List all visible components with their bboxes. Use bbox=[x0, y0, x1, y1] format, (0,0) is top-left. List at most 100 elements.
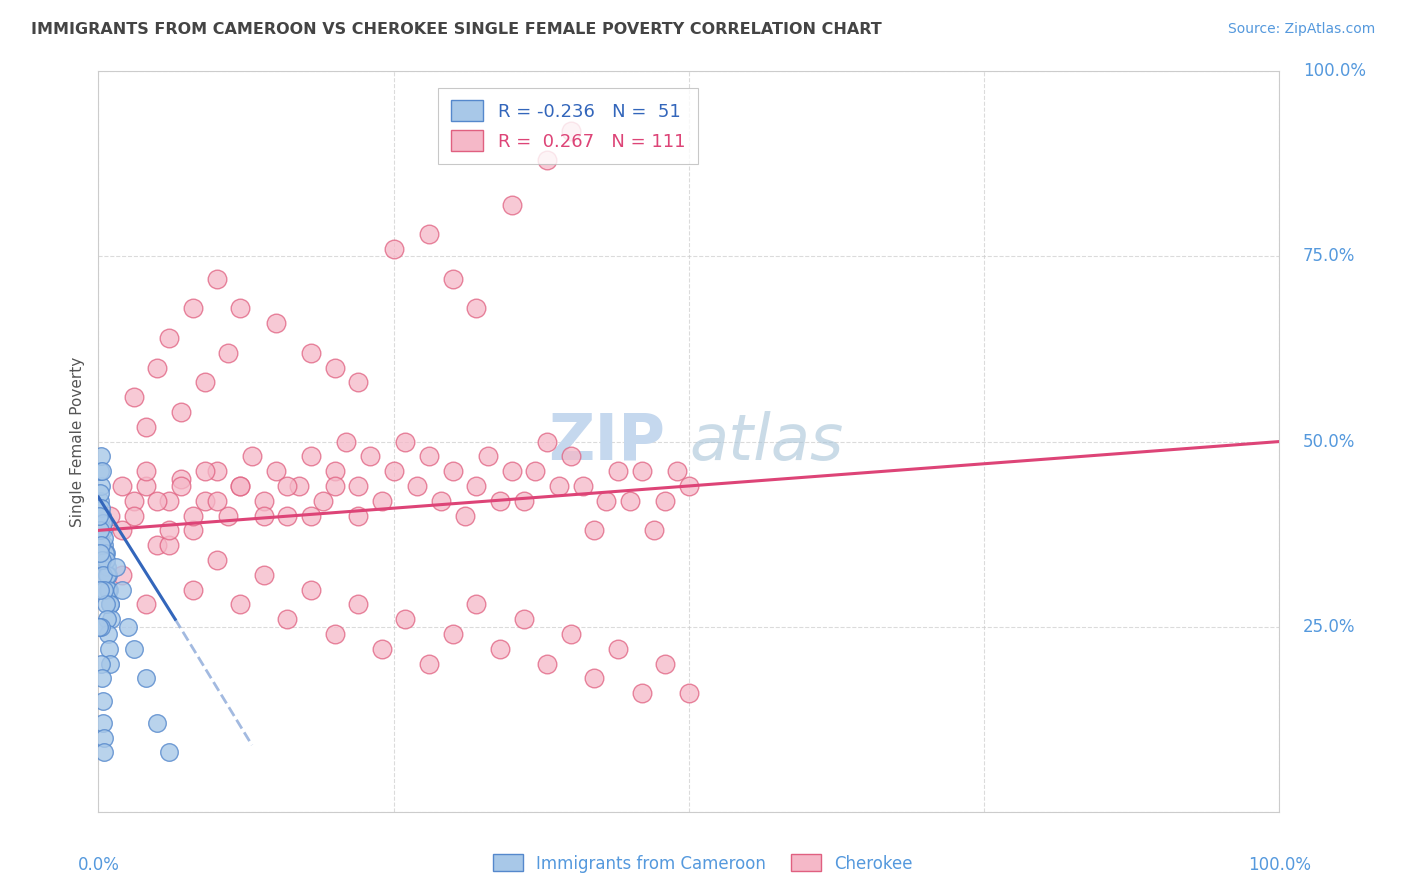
Point bbox=[89, 546, 111, 560]
Text: 50.0%: 50.0% bbox=[1303, 433, 1355, 450]
Point bbox=[394, 612, 416, 626]
Point bbox=[299, 582, 322, 597]
Text: IMMIGRANTS FROM CAMEROON VS CHEROKEE SINGLE FEMALE POVERTY CORRELATION CHART: IMMIGRANTS FROM CAMEROON VS CHEROKEE SIN… bbox=[31, 22, 882, 37]
Point bbox=[90, 619, 112, 633]
Point bbox=[181, 508, 204, 523]
Point bbox=[536, 657, 558, 671]
Point bbox=[89, 524, 111, 538]
Point bbox=[240, 450, 263, 464]
Point bbox=[253, 508, 276, 523]
Point bbox=[489, 641, 512, 656]
Point bbox=[441, 271, 464, 285]
Point bbox=[135, 598, 157, 612]
Point bbox=[548, 479, 571, 493]
Point bbox=[678, 686, 700, 700]
Point bbox=[111, 567, 134, 582]
Point bbox=[157, 493, 180, 508]
Point bbox=[394, 434, 416, 449]
Point bbox=[91, 567, 114, 582]
Point bbox=[194, 464, 217, 478]
Point bbox=[181, 301, 204, 316]
Point bbox=[489, 493, 512, 508]
Point bbox=[441, 464, 464, 478]
Point bbox=[607, 464, 630, 478]
Point bbox=[630, 464, 652, 478]
Point bbox=[111, 479, 134, 493]
Point bbox=[135, 464, 157, 478]
Point bbox=[418, 227, 440, 242]
Point bbox=[117, 619, 139, 633]
Point bbox=[583, 672, 606, 686]
Point bbox=[146, 493, 169, 508]
Point bbox=[94, 546, 117, 560]
Point bbox=[560, 123, 582, 137]
Point bbox=[571, 479, 593, 493]
Point bbox=[276, 479, 298, 493]
Point bbox=[170, 472, 193, 486]
Point bbox=[560, 627, 582, 641]
Point bbox=[135, 479, 157, 493]
Text: 0.0%: 0.0% bbox=[77, 856, 120, 874]
Point bbox=[371, 641, 394, 656]
Point bbox=[87, 508, 110, 523]
Point bbox=[264, 464, 287, 478]
Point bbox=[299, 508, 322, 523]
Point bbox=[181, 524, 204, 538]
Point bbox=[96, 567, 118, 582]
Point bbox=[87, 619, 110, 633]
Point bbox=[312, 493, 335, 508]
Point bbox=[89, 464, 111, 478]
Point bbox=[276, 508, 298, 523]
Point bbox=[170, 405, 193, 419]
Point bbox=[91, 553, 114, 567]
Point bbox=[512, 493, 534, 508]
Point bbox=[93, 538, 115, 552]
Point bbox=[91, 672, 114, 686]
Point bbox=[98, 598, 121, 612]
Point bbox=[94, 553, 117, 567]
Point bbox=[146, 538, 169, 552]
Point bbox=[98, 641, 121, 656]
Point bbox=[135, 672, 157, 686]
Point bbox=[146, 715, 169, 730]
Point bbox=[347, 479, 370, 493]
Point bbox=[323, 627, 346, 641]
Point bbox=[654, 493, 676, 508]
Point bbox=[97, 627, 120, 641]
Point bbox=[229, 479, 252, 493]
Point bbox=[135, 419, 157, 434]
Point bbox=[111, 524, 134, 538]
Point bbox=[157, 746, 180, 760]
Point bbox=[93, 531, 115, 545]
Point bbox=[418, 450, 440, 464]
Point bbox=[205, 553, 228, 567]
Point bbox=[347, 598, 370, 612]
Point bbox=[288, 479, 311, 493]
Point bbox=[146, 360, 169, 375]
Text: 100.0%: 100.0% bbox=[1249, 856, 1310, 874]
Point bbox=[98, 657, 121, 671]
Point bbox=[91, 715, 114, 730]
Point bbox=[96, 560, 118, 574]
Point bbox=[98, 582, 121, 597]
Point bbox=[122, 493, 145, 508]
Text: atlas: atlas bbox=[689, 410, 844, 473]
Point bbox=[619, 493, 641, 508]
Point bbox=[91, 516, 114, 530]
Point bbox=[122, 390, 145, 404]
Point bbox=[90, 450, 112, 464]
Point bbox=[91, 464, 114, 478]
Point bbox=[253, 567, 276, 582]
Text: Source: ZipAtlas.com: Source: ZipAtlas.com bbox=[1227, 22, 1375, 37]
Y-axis label: Single Female Poverty: Single Female Poverty bbox=[70, 357, 86, 526]
Point bbox=[205, 271, 228, 285]
Point bbox=[170, 479, 193, 493]
Point bbox=[382, 464, 405, 478]
Point bbox=[122, 641, 145, 656]
Point bbox=[560, 450, 582, 464]
Point bbox=[90, 501, 112, 516]
Point bbox=[181, 582, 204, 597]
Point bbox=[524, 464, 547, 478]
Point bbox=[96, 612, 118, 626]
Point bbox=[323, 479, 346, 493]
